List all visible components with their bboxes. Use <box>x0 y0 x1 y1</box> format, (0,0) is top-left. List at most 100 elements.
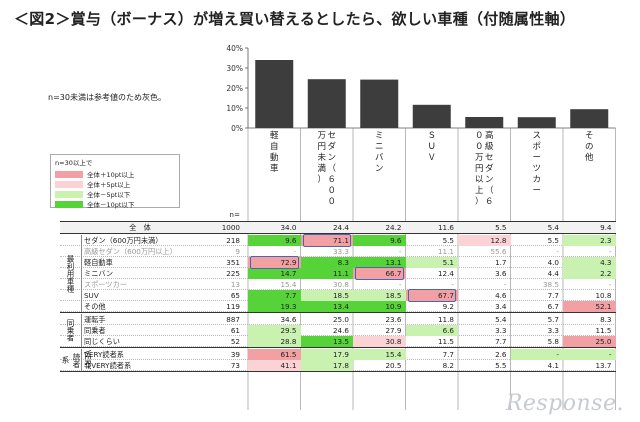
table-cell: - <box>451 280 454 289</box>
legend-label: 全体＋5pt以上 <box>87 181 131 189</box>
row-label: 同乗者 <box>84 326 106 335</box>
table-cell: 8.3 <box>300 257 353 268</box>
row-n: 225 <box>226 269 240 278</box>
table-cell: 23.6 <box>385 315 402 324</box>
row-n: 887 <box>226 315 240 324</box>
total-cell: 9.4 <box>600 223 612 232</box>
legend-label: 全体－10pt以下 <box>87 201 135 209</box>
legend-item: 全体＋5pt以上 <box>55 179 175 189</box>
legend: n=30以上で 全体＋10pt以上 全体＋5pt以上 全体－5pt以下 全体－10pt… <box>50 154 180 209</box>
row-n: 73 <box>230 361 240 370</box>
category-label-char: セ <box>485 153 494 163</box>
table-cell: 55.6 <box>490 247 507 256</box>
total-cell: 24.2 <box>385 223 402 232</box>
row-label: VERY読者系 <box>84 350 124 359</box>
table-cell: 7.7 <box>495 337 507 346</box>
table-cell: 17.8 <box>300 360 353 371</box>
table-cell: 7.7 <box>442 350 454 359</box>
table-cell: 15.4 <box>353 349 406 360</box>
table-cell: 17.9 <box>300 349 353 360</box>
table-cell: 2.3 <box>563 235 616 246</box>
category-label-char: 自 <box>270 141 279 152</box>
legend-swatch <box>55 190 83 198</box>
table-row: 運転手 887 34.6 25.0 23.6 11.8 5.4 5.7 8.3 <box>60 314 616 325</box>
table-cell: 11.8 <box>437 315 454 324</box>
category-label-3: ＳＵＶ <box>427 131 436 163</box>
legend-swatch <box>55 180 83 188</box>
highlight-box <box>302 234 351 247</box>
table-cell: 33.3 <box>332 247 349 256</box>
category-label-char: 万 <box>317 131 326 141</box>
table-cell: 66.7 <box>353 268 406 279</box>
table-cell: 30.8 <box>353 336 406 347</box>
y-tick-label: 0% <box>231 124 243 133</box>
category-label-char: 以 <box>475 175 484 185</box>
legend-swatch <box>55 170 83 178</box>
category-label-char: Ｓ <box>427 131 436 141</box>
table-row: スポーツカー 13 15.4 30.8 - - - 38.5 - <box>60 279 616 290</box>
row-label: セダン（600万円未満） <box>84 236 163 245</box>
table-cell: 11.5 <box>437 337 454 346</box>
table-row: ミニバン 225 14.7 11.1 66.7 12.4 3.6 4.4 2.2 <box>60 268 616 279</box>
table-cell: 5.8 <box>547 337 559 346</box>
row-n: 39 <box>230 350 240 359</box>
table-cell: 29.5 <box>248 325 301 336</box>
total-n: 1000 <box>221 223 240 232</box>
table-cell: 3.6 <box>495 269 507 278</box>
total-cell: 34.0 <box>280 223 297 232</box>
table-cell: - <box>556 247 559 256</box>
total-label: 全 体 <box>129 223 151 232</box>
gray-note: n=30未満は参考値のため灰色。 <box>48 93 166 102</box>
table-cell: 61.5 <box>248 349 301 360</box>
table-cell: 4.3 <box>563 257 616 268</box>
table-cell: 27.9 <box>385 326 402 335</box>
category-label-char: カ <box>532 175 541 185</box>
category-label-char: 万 <box>475 153 484 163</box>
table-cell: 8.2 <box>442 361 454 370</box>
legend-item: 全体－10pt以下 <box>55 199 175 209</box>
table-cell: 2.2 <box>563 268 616 279</box>
group-separator <box>60 347 616 348</box>
table-cell: - <box>398 247 402 256</box>
category-label-char: （ <box>485 185 494 196</box>
bar-0 <box>255 60 294 128</box>
table-cell: 9.6 <box>353 235 406 246</box>
table-cell: 9.6 <box>248 235 301 246</box>
category-label-char: の <box>585 142 594 152</box>
table-cell: 9.2 <box>442 302 454 311</box>
category-label-char: ダ <box>485 163 494 174</box>
legend-item: 全体－5pt以下 <box>55 189 175 199</box>
total-cell: 5.4 <box>547 223 559 232</box>
table-cell: 18.5 <box>300 290 353 301</box>
category-label-char: 満 <box>317 164 326 174</box>
category-label-char: ６ <box>485 197 494 207</box>
category-label-char: ン <box>375 164 384 174</box>
table-cell: 11.5 <box>595 326 612 335</box>
row-n: 61 <box>230 326 240 335</box>
table-cell: 34.6 <box>280 315 297 324</box>
table-row: 軽自動車 351 72.9 8.3 13.1 5.1 1.7 4.0 4.3 <box>60 257 616 268</box>
y-tick-label: 20% <box>226 84 243 93</box>
bar-6 <box>570 109 609 128</box>
table-cell: 3.3 <box>547 326 559 335</box>
category-label-4: 高級セダン（６００万円以上） <box>475 130 494 207</box>
total-cell: 11.6 <box>437 223 454 232</box>
category-label-1: セダン（６００万円未満） <box>317 131 336 207</box>
category-label-char: ミ <box>375 131 384 141</box>
category-label-char: ー <box>532 186 541 196</box>
row-n: 65 <box>230 291 240 300</box>
table-cell: - <box>503 280 507 289</box>
table-cell: 5.5 <box>495 361 507 370</box>
group-label: 最利用車種 <box>60 235 82 312</box>
row-label: 同じくらい <box>84 337 120 346</box>
table-row: 同乗者 61 29.5 24.6 27.9 6.6 3.3 3.3 11.5 <box>60 325 616 336</box>
table-cell: 11.1 <box>300 268 353 279</box>
category-label-char: そ <box>585 131 594 141</box>
table-cell: 25.0 <box>563 336 616 347</box>
table-cell: 1.7 <box>495 258 507 267</box>
category-label-char: 軽 <box>270 131 279 141</box>
table-cell: 4.4 <box>547 269 559 278</box>
table-cell: 28.8 <box>248 336 301 347</box>
table-cell: 5.1 <box>405 257 458 268</box>
table-cell: 4.1 <box>547 361 559 370</box>
